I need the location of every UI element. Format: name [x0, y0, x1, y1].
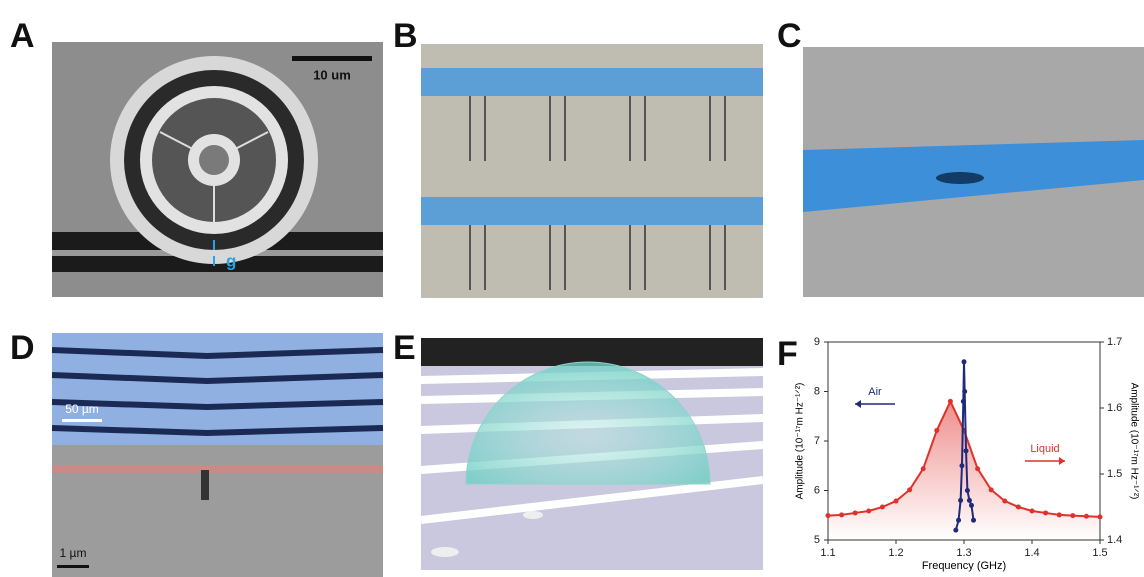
- panel-label: F: [777, 335, 798, 373]
- point: [953, 528, 958, 533]
- legend-arrowhead: [1059, 457, 1065, 465]
- x-axis-label: Frequency (GHz): [922, 560, 1006, 572]
- y2-tick-label: 1.7: [1107, 336, 1122, 348]
- point: [1043, 510, 1048, 515]
- point: [880, 505, 885, 510]
- panel-label: D: [10, 329, 35, 367]
- x-tick-label: 1.4: [1024, 547, 1039, 559]
- point: [1002, 499, 1007, 504]
- panel-label: E: [393, 329, 416, 367]
- point: [989, 487, 994, 492]
- legend-arrowhead: [855, 400, 861, 408]
- point: [971, 518, 976, 523]
- point: [962, 359, 967, 364]
- y2-tick-label: 1.4: [1107, 534, 1122, 546]
- point: [975, 466, 980, 471]
- chart: Frequency (GHz) Amplitude (10⁻¹⁷m Hz⁻¹ᐟ²…: [795, 336, 1140, 572]
- panel-label: B: [393, 17, 418, 55]
- x-tick-label: 1.3: [956, 547, 971, 559]
- gap-label: g: [226, 251, 236, 270]
- scale-label: 1 µm: [60, 546, 87, 560]
- point: [1084, 514, 1089, 519]
- x-tick-label: 1.1: [820, 547, 835, 559]
- legend-label: Liquid: [1030, 443, 1059, 455]
- point: [1016, 505, 1021, 510]
- figure: 10 um g 50 µm 1 µm A B C D: [0, 0, 1144, 577]
- y2-axis-label: Amplitude (10⁻¹⁷m Hz⁻¹ᐟ²): [1128, 383, 1139, 500]
- point: [907, 487, 912, 492]
- y-tick-label: 9: [814, 336, 820, 348]
- panel-label: C: [777, 17, 802, 55]
- point: [962, 389, 967, 394]
- scale-label: 50 µm: [65, 402, 99, 416]
- point: [894, 499, 899, 504]
- point: [956, 518, 961, 523]
- point: [853, 510, 858, 515]
- x-tick-label: 1.5: [1092, 547, 1107, 559]
- panel-d: 50 µm 1 µm: [52, 333, 383, 577]
- area: [828, 401, 1100, 540]
- panel-b: [421, 44, 763, 298]
- point: [964, 448, 969, 453]
- x-tick-label: 1.2: [888, 547, 903, 559]
- panel-label: A: [10, 17, 35, 55]
- y-tick-label: 7: [814, 435, 820, 447]
- panel-c: [803, 47, 1144, 297]
- point: [839, 512, 844, 517]
- panel-e: [421, 338, 763, 570]
- point: [921, 466, 926, 471]
- y-axis-label: Amplitude (10⁻¹⁷m Hz⁻¹ᐟ²): [795, 383, 806, 500]
- point: [958, 498, 963, 503]
- point: [967, 498, 972, 503]
- panel-a: 10 um g: [52, 42, 383, 297]
- y-tick-label: 8: [814, 385, 820, 397]
- legend-label: Air: [868, 386, 882, 398]
- y-tick-label: 5: [814, 534, 820, 546]
- point: [934, 428, 939, 433]
- point: [826, 513, 831, 518]
- point: [1057, 512, 1062, 517]
- y-tick-label: 6: [814, 484, 820, 496]
- point: [961, 399, 966, 404]
- point: [959, 463, 964, 468]
- point: [1098, 514, 1103, 519]
- point: [1030, 508, 1035, 513]
- point: [969, 503, 974, 508]
- y2-tick-label: 1.6: [1107, 402, 1122, 414]
- point: [866, 508, 871, 513]
- point: [965, 488, 970, 493]
- y2-tick-label: 1.5: [1107, 468, 1122, 480]
- point: [948, 399, 953, 404]
- point: [1070, 513, 1075, 518]
- scale-label: 10 um: [313, 67, 351, 82]
